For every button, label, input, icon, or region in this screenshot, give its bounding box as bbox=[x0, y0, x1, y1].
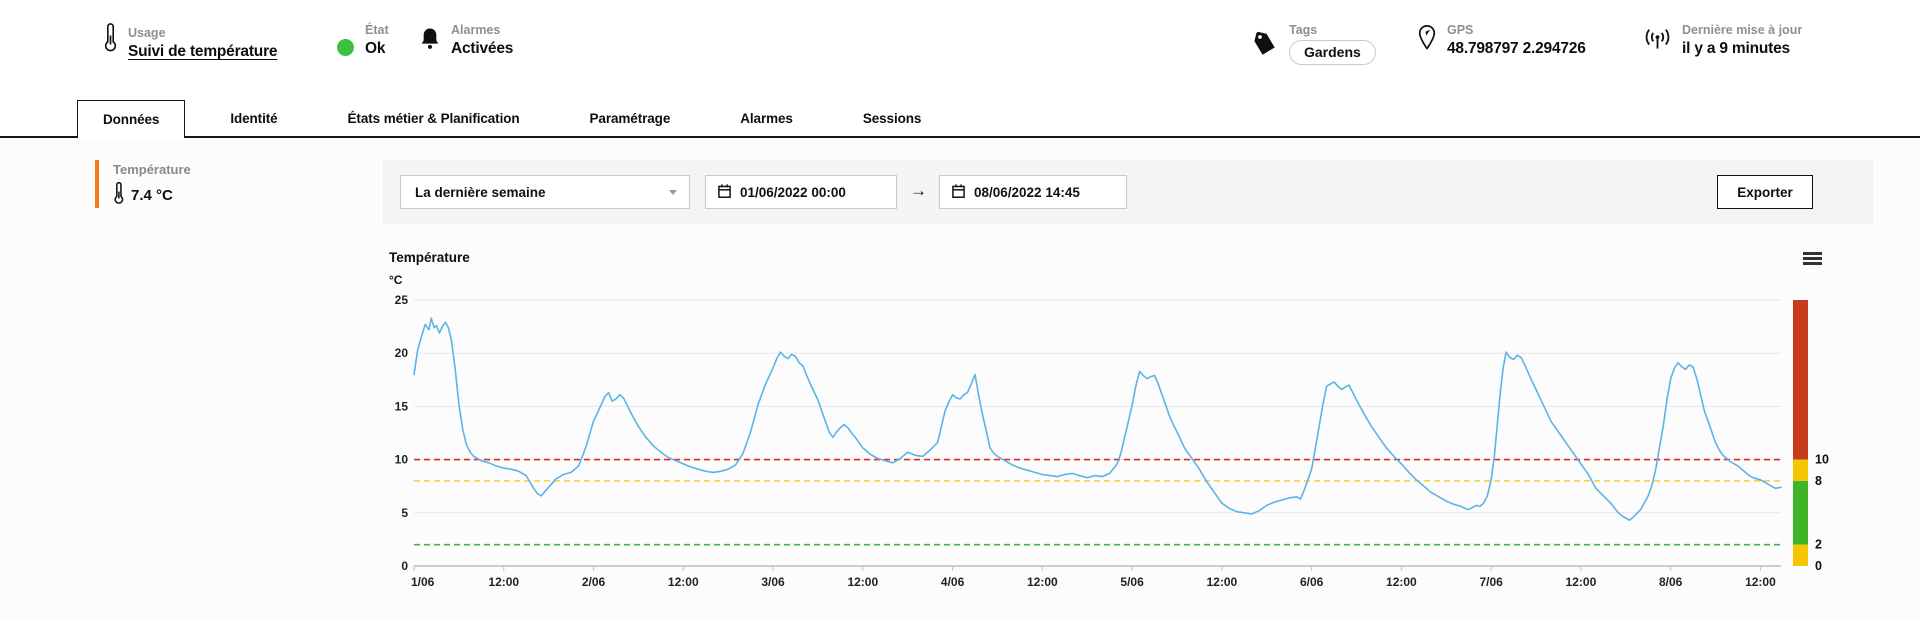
svg-text:2: 2 bbox=[1815, 538, 1822, 552]
svg-text:7/06: 7/06 bbox=[1479, 575, 1503, 589]
antenna-signal-icon bbox=[1644, 28, 1671, 56]
chart-toolbar: La dernière semaine 01/06/2022 00:00 → 0… bbox=[383, 160, 1873, 224]
usage-group: Usage Suivi de température bbox=[103, 23, 278, 61]
tag-chip[interactable]: Gardens bbox=[1289, 40, 1376, 65]
svg-text:8: 8 bbox=[1815, 474, 1822, 488]
tab-sessions[interactable]: Sessions bbox=[862, 110, 922, 126]
tab-donnees[interactable]: Données bbox=[77, 100, 186, 138]
metric-label: Température bbox=[113, 162, 191, 177]
status-dot bbox=[337, 39, 354, 56]
svg-text:20: 20 bbox=[395, 346, 409, 360]
svg-text:12:00: 12:00 bbox=[1745, 575, 1776, 589]
date-from-value: 01/06/2022 00:00 bbox=[740, 184, 846, 200]
svg-text:2/06: 2/06 bbox=[582, 575, 606, 589]
svg-text:8/06: 8/06 bbox=[1659, 575, 1683, 589]
date-from-input[interactable]: 01/06/2022 00:00 bbox=[705, 175, 897, 209]
date-to-input[interactable]: 08/06/2022 14:45 bbox=[939, 175, 1127, 209]
alarms-value: Activées bbox=[451, 40, 514, 57]
svg-text:12:00: 12:00 bbox=[847, 575, 878, 589]
sidebar-metric-temperature[interactable]: Température 7.4 °C bbox=[95, 160, 191, 209]
svg-text:6/06: 6/06 bbox=[1300, 575, 1324, 589]
svg-text:5: 5 bbox=[401, 506, 408, 520]
arrow-right-icon: → bbox=[910, 181, 927, 200]
svg-text:5/06: 5/06 bbox=[1120, 575, 1144, 589]
calendar-icon bbox=[952, 183, 965, 201]
range-select-value: La dernière semaine bbox=[415, 184, 546, 200]
chevron-down-icon bbox=[669, 189, 677, 195]
gps-value: 48.798797 2.294726 bbox=[1447, 40, 1586, 57]
status-value: Ok bbox=[365, 40, 386, 57]
main-content: Température 7.4 °C La dernière semaine 0… bbox=[0, 138, 1920, 619]
chart-menu-button[interactable] bbox=[1803, 252, 1822, 267]
tag-icon bbox=[1251, 31, 1278, 63]
svg-text:1/06: 1/06 bbox=[411, 575, 435, 589]
thermometer-small-icon bbox=[113, 181, 124, 209]
tags-label: Tags bbox=[1289, 23, 1318, 37]
svg-text:10: 10 bbox=[1815, 453, 1829, 467]
svg-text:10: 10 bbox=[395, 453, 409, 467]
alarms-label: Alarmes bbox=[451, 23, 501, 37]
usage-value-link[interactable]: Suivi de température bbox=[128, 43, 278, 60]
tab-etats-metier[interactable]: États métier & Planification bbox=[347, 110, 520, 126]
tab-identite[interactable]: Identité bbox=[230, 110, 278, 126]
tab-parametrage[interactable]: Paramétrage bbox=[589, 110, 671, 126]
last-update-value: il y a 9 minutes bbox=[1682, 40, 1790, 57]
last-update-group: Dernière mise à jour il y a 9 minutes bbox=[1644, 23, 1802, 58]
tags-group: Tags Gardens bbox=[1251, 23, 1376, 65]
svg-text:25: 25 bbox=[395, 293, 409, 307]
export-button[interactable]: Exporter bbox=[1717, 175, 1813, 209]
status-label: État bbox=[365, 23, 389, 37]
metric-value: 7.4 °C bbox=[131, 187, 173, 204]
date-to-value: 08/06/2022 14:45 bbox=[974, 184, 1080, 200]
svg-text:Température: Température bbox=[389, 250, 470, 265]
range-select[interactable]: La dernière semaine bbox=[400, 175, 690, 209]
svg-text:0: 0 bbox=[1815, 559, 1822, 573]
tab-alarmes[interactable]: Alarmes bbox=[740, 110, 793, 126]
gps-label: GPS bbox=[1447, 23, 1474, 37]
accent-bar bbox=[95, 160, 99, 208]
svg-text:12:00: 12:00 bbox=[1566, 575, 1597, 589]
alarms-group: Alarmes Activées bbox=[420, 23, 513, 58]
svg-text:4/06: 4/06 bbox=[941, 575, 965, 589]
svg-text:0: 0 bbox=[401, 559, 408, 573]
svg-text:12:00: 12:00 bbox=[1027, 575, 1058, 589]
gps-group: GPS 48.798797 2.294726 bbox=[1418, 23, 1586, 58]
svg-text:12:00: 12:00 bbox=[1207, 575, 1238, 589]
svg-text:15: 15 bbox=[395, 399, 409, 413]
tab-bar: Données Identité États métier & Planific… bbox=[0, 100, 1920, 138]
bell-icon bbox=[420, 26, 440, 56]
usage-label: Usage bbox=[128, 26, 166, 40]
status-group: État Ok bbox=[337, 23, 389, 58]
last-update-label: Dernière mise à jour bbox=[1682, 23, 1803, 37]
calendar-icon bbox=[718, 183, 731, 201]
page-header: Usage Suivi de température État Ok Alarm… bbox=[0, 0, 1920, 100]
thermometer-icon bbox=[103, 23, 117, 59]
svg-text:12:00: 12:00 bbox=[1386, 575, 1417, 589]
svg-text:12:00: 12:00 bbox=[488, 575, 519, 589]
svg-text:12:00: 12:00 bbox=[668, 575, 699, 589]
location-pin-icon bbox=[1418, 24, 1436, 56]
svg-text:°C: °C bbox=[389, 273, 403, 287]
svg-text:3/06: 3/06 bbox=[761, 575, 785, 589]
